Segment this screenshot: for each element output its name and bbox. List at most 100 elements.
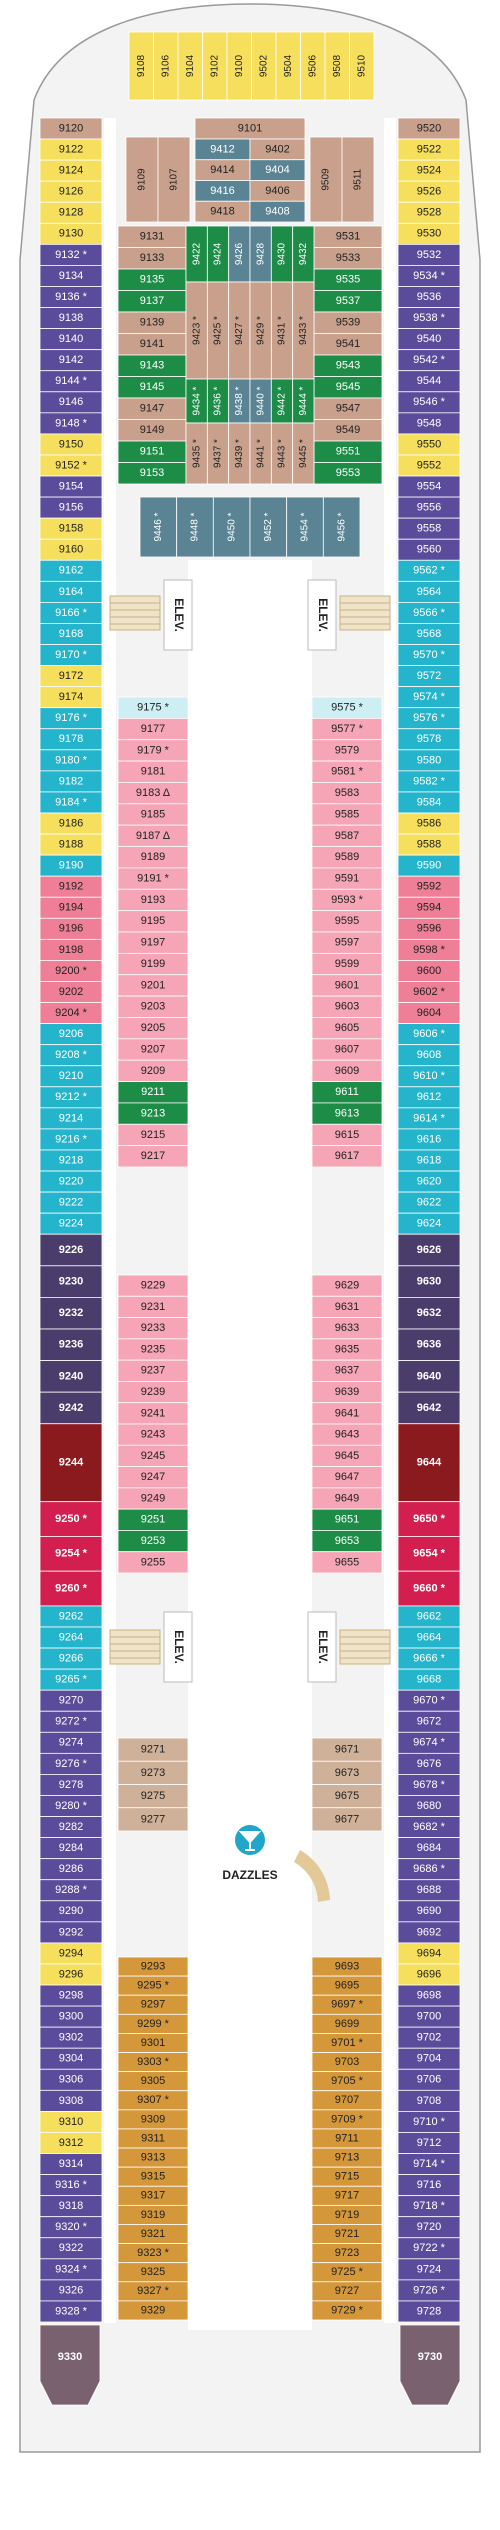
cabin-number: 9151: [140, 446, 164, 458]
cabin-number: 9154: [59, 480, 83, 492]
cabin-number: 9526: [417, 186, 441, 198]
cabin-number: 9262: [59, 1610, 83, 1622]
cabin-number: 9418: [210, 206, 234, 218]
cabin-number: 9664: [417, 1631, 441, 1643]
cabin-number: 9166 *: [55, 607, 88, 619]
cabin-number: 9298: [59, 1989, 83, 2001]
cabin-number: 9591: [335, 872, 359, 884]
cabin-number: 9711: [335, 2132, 359, 2144]
cabin-number: 9544: [417, 375, 441, 387]
cabin-number: 9693: [335, 1960, 359, 1972]
cabin-number: 9560: [417, 544, 441, 556]
cabin-number: 9626: [417, 1244, 441, 1256]
cabin-number: 9284: [59, 1842, 83, 1854]
cabin-number: 9653: [335, 1535, 359, 1547]
cabin-number: 9695: [335, 1980, 359, 1992]
cabin-number: 9191 *: [137, 872, 170, 884]
cabin-number: 9302: [59, 2032, 83, 2044]
cabin-number: 9242: [59, 1402, 83, 1414]
cabin-cell: [397, 1423, 461, 1503]
cabin-number: 9718 *: [413, 2200, 446, 2212]
cabin-number: 9675: [335, 1790, 359, 1802]
cabin-cell: [397, 1391, 461, 1425]
cabin-number: 9668: [417, 1674, 441, 1686]
cabin-number: 9251: [141, 1514, 165, 1526]
cabin-number: 9183 Δ: [136, 787, 171, 799]
cabin-number: 9218: [59, 1154, 83, 1166]
cabin-number: 9549: [336, 424, 360, 436]
cabin-number: 9662: [417, 1610, 441, 1622]
cabin-number: 9712: [417, 2137, 441, 2149]
cabin-number: 9609: [335, 1065, 359, 1077]
cabin-number: 9706: [417, 2074, 441, 2086]
cabin-number: 9305: [141, 2075, 165, 2087]
cabin-cell: [117, 1145, 189, 1168]
cabin-number: 9670 *: [413, 1695, 446, 1707]
cabin-number: 9208 *: [55, 1049, 88, 1061]
cabin-number: 9232: [59, 1307, 83, 1319]
cabin-number: 9237: [141, 1365, 165, 1377]
cabin-number: 9152 *: [55, 459, 88, 471]
cabin-number: 9143: [140, 360, 164, 372]
cabin-number: 9577 *: [331, 723, 364, 735]
cabin-cell: [322, 496, 361, 558]
cabin-number: 9524: [417, 165, 441, 177]
cabin-number: 9210: [59, 1070, 83, 1082]
corridor: [384, 118, 396, 2323]
cabin-number: 9318: [59, 2200, 83, 2212]
cabin-number: 9580: [417, 754, 441, 766]
cabin-number: 9723: [335, 2247, 359, 2259]
cabin-number: 9522: [417, 143, 441, 155]
cabin-cell: [39, 1265, 103, 1298]
cabin-number: 9327 *: [137, 2285, 170, 2297]
cabin-number: 9704: [417, 2053, 441, 2065]
cabin-number: 9686 *: [413, 1863, 446, 1875]
lounge-label: DAZZLES: [222, 1868, 277, 1882]
cabin-cell: [39, 2324, 101, 2406]
cabin-number: 9579: [335, 744, 359, 756]
cabin-number: 9435 *: [191, 439, 202, 468]
cabin-number: 9312: [59, 2137, 83, 2149]
cabin-number: 9620: [417, 1175, 441, 1187]
cabin-number: 9545: [336, 381, 360, 393]
cabin-number: 9698: [417, 1989, 441, 2001]
cabin-number: 9642: [417, 1402, 441, 1414]
cabin-number: 9330: [58, 2351, 82, 2363]
cabin-cell: [397, 1536, 461, 1572]
elevator-label: ELEV.: [172, 1630, 186, 1664]
cabin-number: 9438 *: [234, 386, 245, 415]
cabin-number: 9596: [417, 923, 441, 935]
cabin-number: 9720: [417, 2221, 441, 2233]
cabin-number: 9574 *: [413, 691, 446, 703]
cabin-number: 9241: [141, 1407, 165, 1419]
cabin-number: 9610 *: [413, 1070, 446, 1082]
cabin-number: 9423 *: [191, 316, 202, 345]
cabin-number: 9714 *: [413, 2158, 446, 2170]
cabin-number: 9666 *: [413, 1652, 446, 1664]
cabin-number: 9324 *: [55, 2263, 88, 2275]
cabin-number: 9274: [59, 1737, 83, 1749]
cabin-number: 9680: [417, 1800, 441, 1812]
cabin-number: 9426: [234, 242, 245, 265]
cabin-number: 9187 Δ: [136, 830, 171, 842]
cabin-number: 9502: [258, 54, 269, 77]
cabin-number: 9320 *: [55, 2221, 88, 2233]
cabin-number: 9538 *: [413, 312, 446, 324]
cabin-number: 9304: [59, 2053, 83, 2065]
cabin-number: 9309: [141, 2113, 165, 2125]
cabin-number: 9290: [59, 1905, 83, 1917]
cabin-number: 9195: [141, 915, 165, 927]
cabin-number: 9701 *: [331, 2037, 364, 2049]
cabin-number: 9536: [417, 291, 441, 303]
cabin-number: 9564: [417, 586, 441, 598]
cabin-cell: [309, 136, 343, 223]
cabin-number: 9276 *: [55, 1758, 88, 1770]
cabin-cell: [397, 1501, 461, 1537]
cabin-number: 9537: [336, 295, 360, 307]
cabin-number: 9614 *: [413, 1112, 446, 1124]
cabin-cell: [311, 1551, 383, 1574]
cabin-number: 9651: [335, 1514, 359, 1526]
cabin-number: 9593 *: [331, 894, 364, 906]
cabin-number: 9272 *: [55, 1716, 88, 1728]
